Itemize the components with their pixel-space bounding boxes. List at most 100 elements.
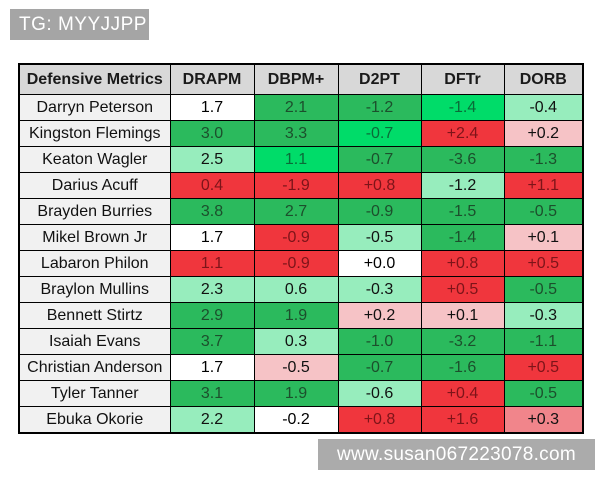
header-row: Defensive Metrics DRAPM DBPM+ D2PT DFTr DORB — [18, 63, 584, 95]
player-name-cell: Brayden Burries — [18, 198, 171, 225]
watermark-bottom-badge: www.susan067223078.com — [318, 439, 595, 470]
metric-cell: 1.7 — [169, 224, 255, 251]
metric-cell: -0.5 — [253, 354, 339, 381]
metric-cell: -1.4 — [420, 224, 505, 251]
metric-cell: 1.7 — [169, 94, 255, 121]
metric-cell: +0.8 — [420, 250, 505, 277]
metric-cell: -1.1 — [503, 328, 584, 355]
metric-cell: 3.3 — [253, 120, 339, 147]
table-row: Kingston Flemings 3.0 3.3 -0.7 +2.4 +0.2 — [18, 120, 584, 147]
player-name-cell: Labaron Philon — [18, 250, 171, 277]
metric-cell: +0.8 — [337, 172, 422, 199]
metric-cell: -1.5 — [420, 198, 505, 225]
metric-cell: -0.9 — [253, 224, 339, 251]
metric-cell: -1.2 — [337, 94, 422, 121]
metric-cell: -1.6 — [420, 354, 505, 381]
metric-cell: 2.2 — [169, 406, 255, 434]
metric-cell: -0.9 — [253, 250, 339, 277]
metric-cell: +0.2 — [503, 120, 584, 147]
column-header: DORB — [503, 63, 584, 95]
metric-cell: 2.1 — [253, 94, 339, 121]
defensive-metrics-table: Defensive Metrics DRAPM DBPM+ D2PT DFTr DORB … — [18, 63, 584, 434]
metric-cell: -0.5 — [503, 198, 584, 225]
metric-cell: -1.9 — [253, 172, 339, 199]
column-header: DFTr — [420, 63, 505, 95]
metric-cell: 2.5 — [169, 146, 255, 173]
player-name-cell: Kingston Flemings — [18, 120, 171, 147]
metric-cell: +1.6 — [420, 406, 505, 434]
metric-cell: 1.9 — [253, 380, 339, 407]
player-name-cell: Christian Anderson — [18, 354, 171, 381]
metric-cell: +0.5 — [420, 276, 505, 303]
table-row: Labaron Philon 1.1 -0.9 +0.0 +0.8 +0.5 — [18, 250, 584, 277]
metric-cell: +1.1 — [503, 172, 584, 199]
table-row: Braylon Mullins 2.3 0.6 -0.3 +0.5 -0.5 — [18, 276, 584, 303]
metric-cell: -0.5 — [337, 224, 422, 251]
table-row: Isaiah Evans 3.7 0.3 -1.0 -3.2 -1.1 — [18, 328, 584, 355]
player-name-cell: Bennett Stirtz — [18, 302, 171, 329]
metric-cell: -0.6 — [337, 380, 422, 407]
metric-cell: +0.5 — [503, 354, 584, 381]
metric-cell: +0.2 — [337, 302, 422, 329]
table-row: Christian Anderson 1.7 -0.5 -0.7 -1.6 +0.5 — [18, 354, 584, 381]
watermark-top-text: TG: MYYJJPP — [19, 14, 147, 35]
metric-cell: 1.9 — [253, 302, 339, 329]
metric-cell: 2.3 — [169, 276, 255, 303]
metric-cell: 2.9 — [169, 302, 255, 329]
metric-cell: -3.2 — [420, 328, 505, 355]
table-row: Tyler Tanner 3.1 1.9 -0.6 +0.4 -0.5 — [18, 380, 584, 407]
metric-cell: +0.1 — [420, 302, 505, 329]
metric-cell: +0.8 — [337, 406, 422, 434]
column-header: DBPM+ — [253, 63, 339, 95]
metric-cell: -1.2 — [420, 172, 505, 199]
metric-cell: 1.1 — [253, 146, 339, 173]
player-name-cell: Isaiah Evans — [18, 328, 171, 355]
metric-cell: -0.9 — [337, 198, 422, 225]
table-row: Brayden Burries 3.8 2.7 -0.9 -1.5 -0.5 — [18, 198, 584, 225]
player-name-cell: Ebuka Okorie — [18, 406, 171, 434]
metric-cell: 1.7 — [169, 354, 255, 381]
metric-cell: -0.7 — [337, 354, 422, 381]
metric-cell: +2.4 — [420, 120, 505, 147]
player-name-cell: Darius Acuff — [18, 172, 171, 199]
metric-cell: 0.3 — [253, 328, 339, 355]
table-row: Mikel Brown Jr 1.7 -0.9 -0.5 -1.4 +0.1 — [18, 224, 584, 251]
metric-cell: -0.2 — [253, 406, 339, 434]
watermark-bottom-text: www.susan067223078.com — [337, 444, 576, 465]
metric-cell: -0.7 — [337, 120, 422, 147]
table-body: Darryn Peterson 1.7 2.1 -1.2 -1.4 -0.4 Kingsto… — [18, 94, 584, 434]
metric-cell: -1.3 — [503, 146, 584, 173]
metric-cell: 3.0 — [169, 120, 255, 147]
metric-cell: +0.3 — [503, 406, 584, 434]
metric-cell: +0.1 — [503, 224, 584, 251]
metric-cell: -0.4 — [503, 94, 584, 121]
metric-cell: +0.5 — [503, 250, 584, 277]
metric-cell: -0.3 — [503, 302, 584, 329]
column-header: Defensive Metrics — [18, 63, 171, 95]
metric-cell: 3.1 — [169, 380, 255, 407]
metric-cell: -0.5 — [503, 380, 584, 407]
metric-cell: 0.6 — [253, 276, 339, 303]
watermark-top-badge: TG: MYYJJPP — [10, 9, 149, 40]
metric-cell: -1.0 — [337, 328, 422, 355]
table-row: Bennett Stirtz 2.9 1.9 +0.2 +0.1 -0.3 — [18, 302, 584, 329]
table-row: Darryn Peterson 1.7 2.1 -1.2 -1.4 -0.4 — [18, 94, 584, 121]
table-row: Keaton Wagler 2.5 1.1 -0.7 -3.6 -1.3 — [18, 146, 584, 173]
metric-cell: -3.6 — [420, 146, 505, 173]
metric-cell: 2.7 — [253, 198, 339, 225]
player-name-cell: Keaton Wagler — [18, 146, 171, 173]
metric-cell: 1.1 — [169, 250, 255, 277]
metric-cell: -0.7 — [337, 146, 422, 173]
metric-cell: +0.0 — [337, 250, 422, 277]
player-name-cell: Darryn Peterson — [18, 94, 171, 121]
column-header: DRAPM — [169, 63, 255, 95]
table-row: Darius Acuff 0.4 -1.9 +0.8 -1.2 +1.1 — [18, 172, 584, 199]
player-name-cell: Tyler Tanner — [18, 380, 171, 407]
player-name-cell: Mikel Brown Jr — [18, 224, 171, 251]
metric-cell: -1.4 — [420, 94, 505, 121]
player-name-cell: Braylon Mullins — [18, 276, 171, 303]
table-row: Ebuka Okorie 2.2 -0.2 +0.8 +1.6 +0.3 — [18, 406, 584, 434]
metric-cell: 0.4 — [169, 172, 255, 199]
metric-cell: +0.4 — [420, 380, 505, 407]
metric-cell: -0.5 — [503, 276, 584, 303]
